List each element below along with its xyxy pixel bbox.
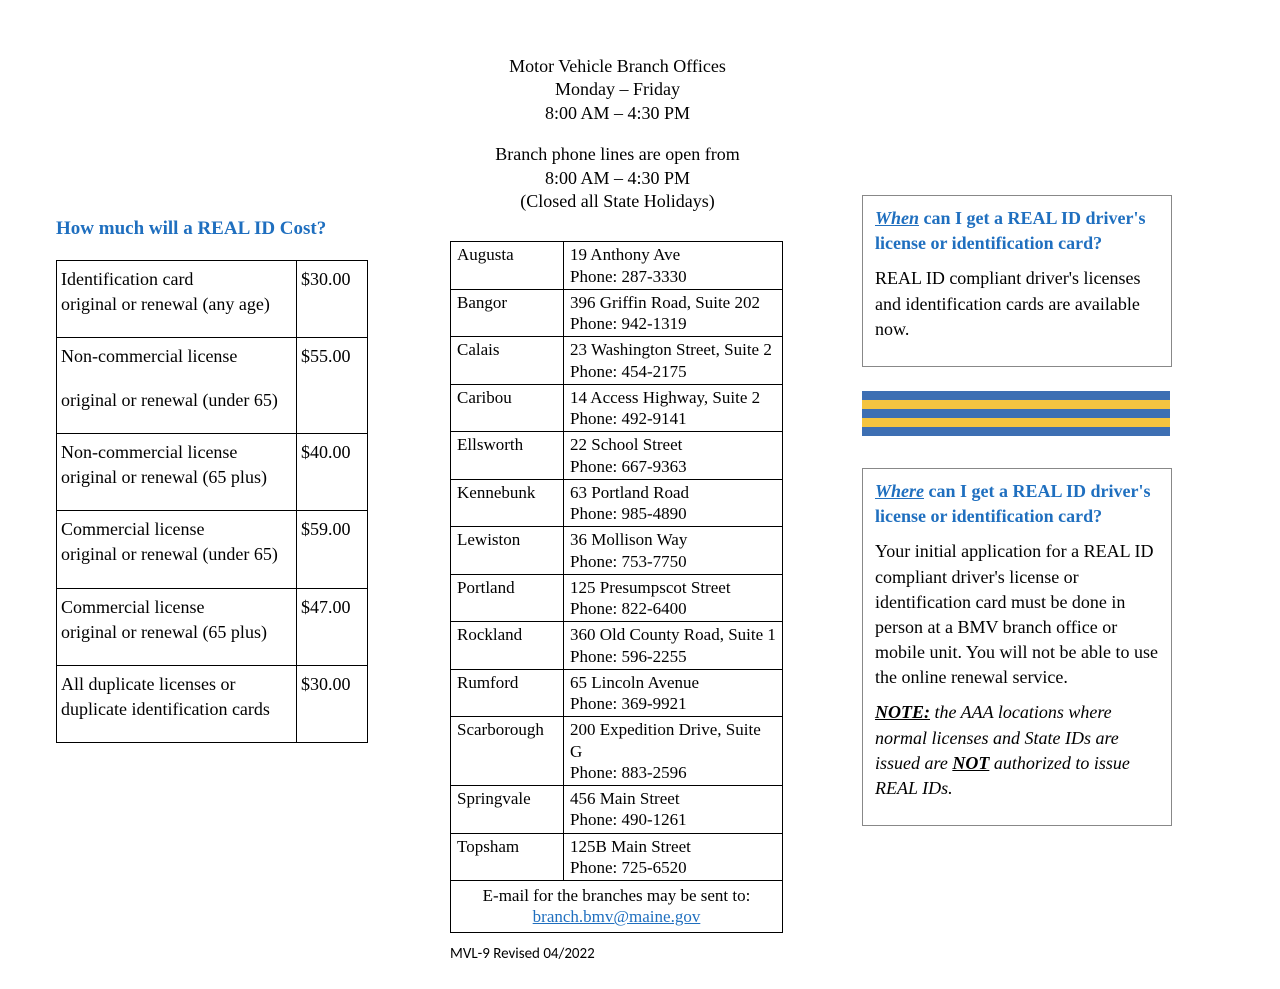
when-body: REAL ID compliant driver's licenses and … <box>875 266 1159 342</box>
branch-row: Augusta19 Anthony AvePhone: 287-3330 <box>451 242 783 290</box>
cost-title: How much will a REAL ID Cost? <box>56 218 376 240</box>
branch-row: Portland125 Presumpscot StreetPhone: 822… <box>451 574 783 622</box>
branch-city: Portland <box>451 574 564 622</box>
branch-row: Ellsworth22 School StreetPhone: 667-9363 <box>451 432 783 480</box>
branches-column: Motor Vehicle Branch Offices Monday – Fr… <box>450 55 785 963</box>
where-note: NOTE: the AAA locations where normal lic… <box>875 700 1159 801</box>
when-key: When <box>875 208 919 228</box>
cost-desc: Non-commercial licenseoriginal or renewa… <box>57 338 297 433</box>
header-line: 8:00 AM – 4:30 PM <box>450 167 785 190</box>
branch-city: Calais <box>451 337 564 385</box>
cost-row: All duplicate licenses orduplicate ident… <box>57 665 368 742</box>
branch-city: Scarborough <box>451 717 564 786</box>
branch-row: Lewiston36 Mollison WayPhone: 753-7750 <box>451 527 783 575</box>
branch-row: Springvale456 Main StreetPhone: 490-1261 <box>451 786 783 834</box>
branch-city: Ellsworth <box>451 432 564 480</box>
note-label: NOTE: <box>875 702 930 722</box>
header-line: Monday – Friday <box>450 78 785 101</box>
branch-address: 396 Griffin Road, Suite 202Phone: 942-13… <box>564 289 783 337</box>
header-line: 8:00 AM – 4:30 PM <box>450 102 785 125</box>
cost-price: $30.00 <box>297 665 368 742</box>
branch-city: Kennebunk <box>451 479 564 527</box>
cost-desc: Non-commercial licenseoriginal or renewa… <box>57 433 297 510</box>
branch-row: Bangor396 Griffin Road, Suite 202Phone: … <box>451 289 783 337</box>
where-key: Where <box>875 481 924 501</box>
cost-desc: Commercial licenseoriginal or renewal (u… <box>57 511 297 588</box>
cost-price: $55.00 <box>297 338 368 433</box>
cost-row: Non-commercial licenseoriginal or renewa… <box>57 433 368 510</box>
where-body: Your initial application for a REAL ID c… <box>875 539 1159 690</box>
doc-revision: MVL-9 Revised 04/2022 <box>450 945 785 963</box>
branch-row: Rumford65 Lincoln AvenuePhone: 369-9921 <box>451 669 783 717</box>
info-column: When can I get a REAL ID driver's licens… <box>862 195 1172 850</box>
header-line: Motor Vehicle Branch Offices <box>450 55 785 78</box>
cost-row: Non-commercial licenseoriginal or renewa… <box>57 338 368 433</box>
branch-address: 23 Washington Street, Suite 2Phone: 454-… <box>564 337 783 385</box>
branch-address: 22 School StreetPhone: 667-9363 <box>564 432 783 480</box>
where-title: Where can I get a REAL ID driver's licen… <box>875 479 1159 529</box>
cost-price: $30.00 <box>297 261 368 338</box>
branch-email-row: E-mail for the branches may be sent to:b… <box>451 881 783 933</box>
cost-row: Commercial licenseoriginal or renewal (6… <box>57 588 368 665</box>
cost-table: Identification cardoriginal or renewal (… <box>56 260 368 743</box>
branch-row: Topsham125B Main StreetPhone: 725-6520 <box>451 833 783 881</box>
branch-row: Scarborough200 Expedition Drive, Suite G… <box>451 717 783 786</box>
cost-column: How much will a REAL ID Cost? Identifica… <box>56 218 376 743</box>
cost-desc: All duplicate licenses orduplicate ident… <box>57 665 297 742</box>
when-box: When can I get a REAL ID driver's licens… <box>862 195 1172 367</box>
branch-city: Springvale <box>451 786 564 834</box>
branch-row: Rockland360 Old County Road, Suite 1Phon… <box>451 622 783 670</box>
branch-address: 14 Access Highway, Suite 2Phone: 492-914… <box>564 384 783 432</box>
branch-city: Augusta <box>451 242 564 290</box>
cost-row: Commercial licenseoriginal or renewal (u… <box>57 511 368 588</box>
where-box: Where can I get a REAL ID driver's licen… <box>862 468 1172 826</box>
header-line: Branch phone lines are open from <box>450 143 785 166</box>
branch-address: 63 Portland RoadPhone: 985-4890 <box>564 479 783 527</box>
branch-city: Topsham <box>451 833 564 881</box>
branches-header: Motor Vehicle Branch Offices Monday – Fr… <box>450 55 785 213</box>
cost-row: Identification cardoriginal or renewal (… <box>57 261 368 338</box>
branch-address: 19 Anthony AvePhone: 287-3330 <box>564 242 783 290</box>
branch-row: Kennebunk63 Portland RoadPhone: 985-4890 <box>451 479 783 527</box>
branch-address: 125 Presumpscot StreetPhone: 822-6400 <box>564 574 783 622</box>
branch-city: Rockland <box>451 622 564 670</box>
branch-address: 36 Mollison WayPhone: 753-7750 <box>564 527 783 575</box>
email-intro: E-mail for the branches may be sent to: <box>457 885 776 906</box>
branch-row: Caribou14 Access Highway, Suite 2Phone: … <box>451 384 783 432</box>
cost-price: $59.00 <box>297 511 368 588</box>
branch-address: 125B Main StreetPhone: 725-6520 <box>564 833 783 881</box>
cost-desc: Identification cardoriginal or renewal (… <box>57 261 297 338</box>
cost-price: $40.00 <box>297 433 368 510</box>
cost-price: $47.00 <box>297 588 368 665</box>
not-word: NOT <box>952 753 989 773</box>
when-title: When can I get a REAL ID driver's licens… <box>875 206 1159 256</box>
branch-email-cell: E-mail for the branches may be sent to:b… <box>451 881 783 933</box>
branch-address: 65 Lincoln AvenuePhone: 369-9921 <box>564 669 783 717</box>
cost-desc: Commercial licenseoriginal or renewal (6… <box>57 588 297 665</box>
branch-address: 456 Main StreetPhone: 490-1261 <box>564 786 783 834</box>
branch-email-link[interactable]: branch.bmv@maine.gov <box>533 907 701 926</box>
branch-city: Rumford <box>451 669 564 717</box>
stripe-divider <box>862 391 1170 436</box>
branch-city: Lewiston <box>451 527 564 575</box>
branch-row: Calais23 Washington Street, Suite 2Phone… <box>451 337 783 385</box>
branches-table: Augusta19 Anthony AvePhone: 287-3330Bang… <box>450 241 783 932</box>
branch-city: Caribou <box>451 384 564 432</box>
branch-city: Bangor <box>451 289 564 337</box>
branch-address: 360 Old County Road, Suite 1Phone: 596-2… <box>564 622 783 670</box>
branch-address: 200 Expedition Drive, Suite GPhone: 883-… <box>564 717 783 786</box>
header-line: (Closed all State Holidays) <box>450 190 785 213</box>
